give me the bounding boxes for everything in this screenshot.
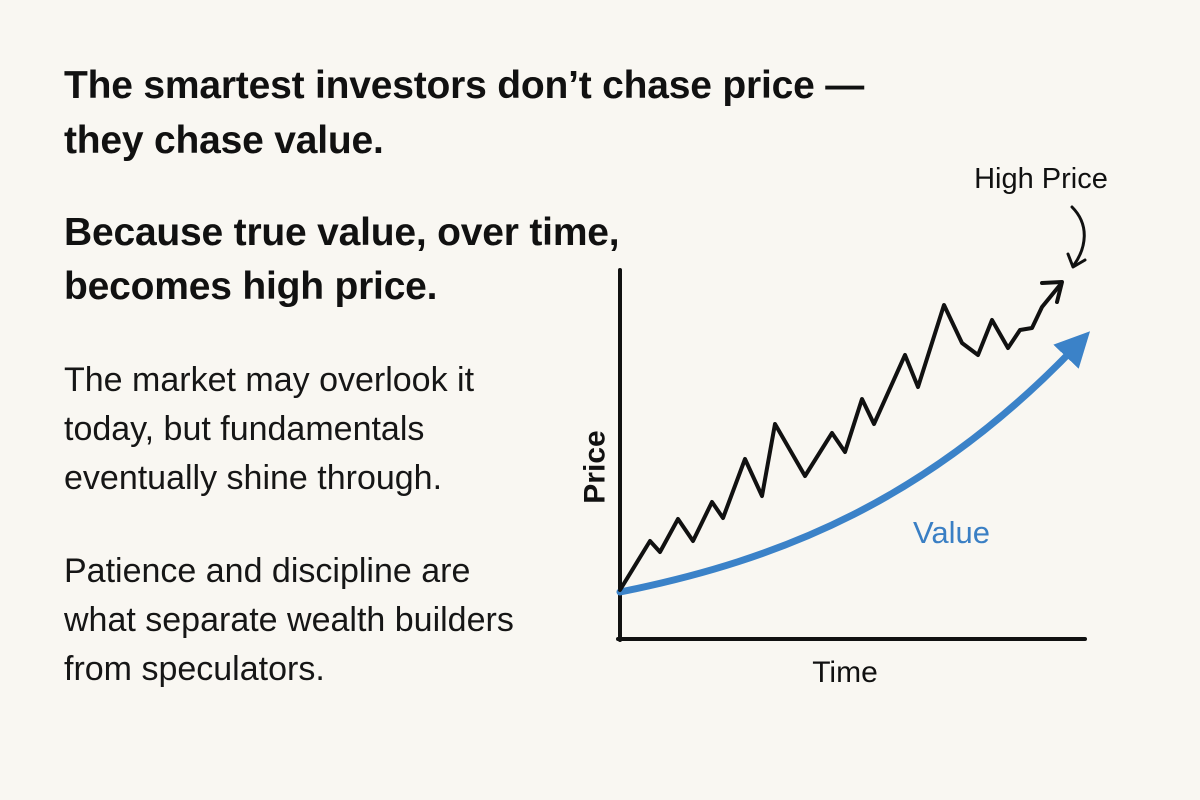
paragraph-line: from speculators. [64, 650, 325, 688]
price-arrowhead [1040, 280, 1064, 304]
subheadline: Because true value, over time, becomes h… [64, 206, 620, 314]
high-price-label: High Price [974, 163, 1108, 195]
value-curve [616, 331, 1091, 596]
paragraph-patience: Patience and discipline are what separat… [64, 547, 604, 694]
curved-pointer-arrowhead [1066, 252, 1087, 269]
subheadline-line: Because true value, over time, [64, 211, 620, 254]
value-label: Value [913, 515, 990, 550]
price-line [618, 283, 1062, 592]
curved-pointer-arrow [1070, 205, 1086, 267]
paragraph-market: The market may overlook it today, but fu… [64, 356, 564, 503]
headline-line: they chase value. [64, 119, 384, 162]
paragraph-line: eventually shine through. [64, 459, 443, 497]
paragraph-line: Patience and discipline are [64, 552, 471, 590]
x-axis-label: Time [812, 656, 878, 689]
headline-line: The smartest investors don’t chase price… [64, 64, 865, 107]
paragraph-line: The market may overlook it [64, 361, 475, 399]
y-axis-label: Price [579, 430, 612, 503]
paragraph-line: today, but fundamentals [64, 410, 425, 448]
paragraph-line: what separate wealth builders [64, 601, 514, 639]
headline: The smartest investors don’t chase price… [64, 58, 864, 168]
subheadline-line: becomes high price. [64, 265, 438, 308]
